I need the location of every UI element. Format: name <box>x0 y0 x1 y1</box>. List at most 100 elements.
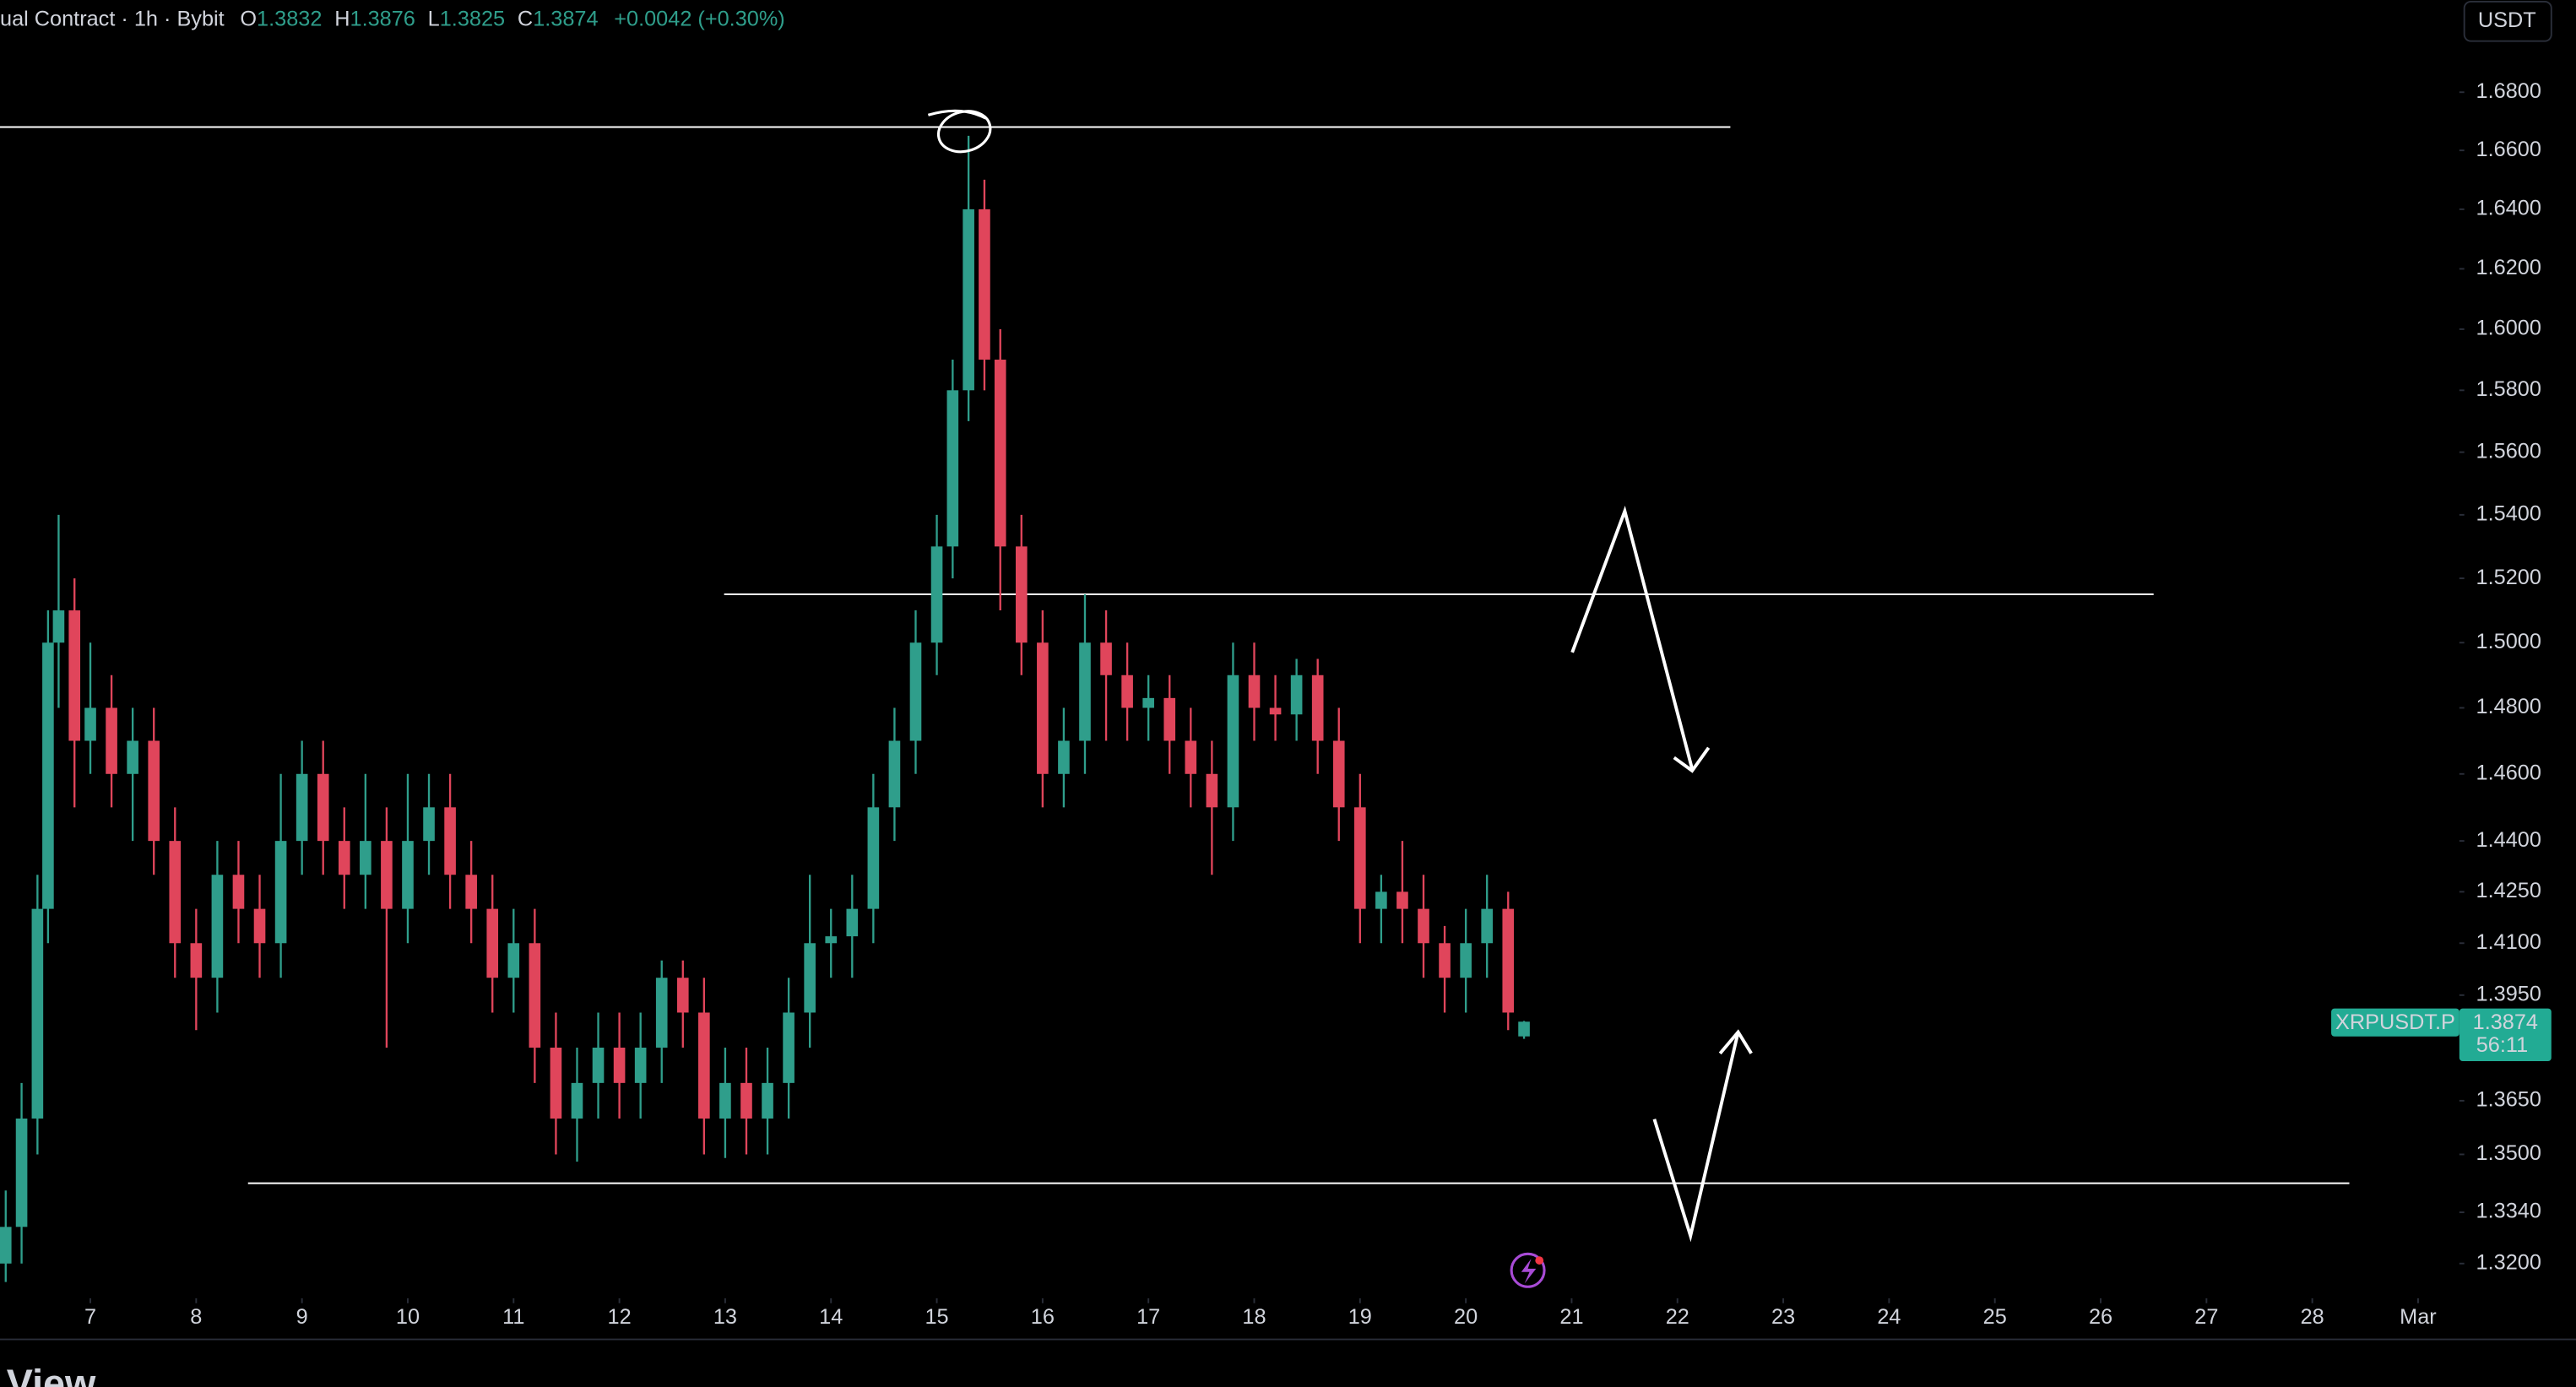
candle-body <box>1460 943 1472 978</box>
x-tick-label: 11 <box>502 1305 524 1329</box>
candle-body <box>402 841 414 909</box>
candle-body <box>1502 908 1515 1013</box>
change: +0.0042 (+0.30%) <box>614 7 784 30</box>
brand: View <box>7 1362 96 1387</box>
x-tick-label: 13 <box>713 1305 737 1329</box>
arrow-path <box>1570 505 1695 770</box>
candle-body <box>804 943 816 1013</box>
candle-body <box>1206 773 1218 808</box>
candle-body <box>1375 891 1387 909</box>
ohlc-value: 1.3832 <box>257 7 322 30</box>
x-tick-label: 9 <box>296 1305 308 1329</box>
x-tick-label: 19 <box>1348 1305 1372 1329</box>
candle-body <box>1354 807 1366 909</box>
candle-body <box>190 943 203 978</box>
y-tick-label: 1.6600 <box>2476 138 2541 161</box>
candle-body <box>592 1048 605 1083</box>
candle-body <box>1290 675 1303 715</box>
candle-body <box>719 1082 731 1119</box>
candle-body <box>381 841 393 909</box>
price-tag-value: 1.3874 <box>2473 1010 2538 1034</box>
x-tick-label: 18 <box>1242 1305 1266 1329</box>
candle-body <box>888 740 901 808</box>
candle-body <box>762 1082 773 1119</box>
x-tick-label: 26 <box>2089 1305 2112 1329</box>
y-tick-label: 1.3340 <box>2476 1200 2541 1223</box>
candle-body <box>0 1227 12 1264</box>
candle-body <box>846 908 859 937</box>
x-tick-label: 22 <box>1666 1305 1689 1329</box>
candle-body <box>1058 740 1070 774</box>
ohlc-value: 1.3825 <box>440 7 505 30</box>
candle-body <box>1269 707 1282 715</box>
ohlc-label: C <box>518 7 533 30</box>
y-tick-label: 1.5600 <box>2476 439 2541 463</box>
arrow-head <box>1718 1029 1753 1055</box>
candle-body <box>1079 642 1091 741</box>
candle-body <box>1332 740 1345 808</box>
candle-body <box>127 740 138 774</box>
price-tag-countdown: 56:11 <box>2476 1033 2528 1057</box>
candle-body <box>253 908 266 944</box>
candle-body <box>423 807 435 842</box>
y-tick-label: 1.3200 <box>2476 1250 2541 1274</box>
candle-body <box>1227 675 1239 808</box>
y-tick-label: 1.6200 <box>2476 256 2541 279</box>
candle-body <box>994 360 1006 547</box>
candle-body <box>15 1119 28 1227</box>
candle-body <box>909 642 922 741</box>
candle-body <box>42 642 54 909</box>
candle-body <box>1100 642 1112 675</box>
x-tick-label: 16 <box>1031 1305 1055 1329</box>
candle-body <box>444 807 456 875</box>
candle-body <box>68 610 81 741</box>
candle-body <box>486 908 499 978</box>
candle-body <box>1121 675 1133 708</box>
candle-body <box>1311 675 1324 741</box>
y-tick-label: 1.5400 <box>2476 502 2541 526</box>
x-tick-label: Mar <box>2400 1305 2437 1329</box>
y-tick-label: 1.5200 <box>2476 566 2541 589</box>
candle-body <box>783 1012 794 1083</box>
candle-body <box>529 943 541 1048</box>
header-legend: ual Contract · 1h · Bybit O1.3832 H1.387… <box>0 7 785 30</box>
candle-body <box>169 841 182 944</box>
candle-body <box>1163 697 1176 741</box>
y-tick-label: 1.3950 <box>2476 982 2541 1005</box>
symbol-info: ual Contract · 1h · Bybit <box>0 7 225 30</box>
y-tick-label: 1.4600 <box>2476 761 2541 784</box>
symbol-tag <box>2331 1008 2459 1037</box>
scribble-circle <box>936 110 992 154</box>
candle-body <box>106 707 117 774</box>
y-tick-label: 1.4250 <box>2476 879 2541 902</box>
event-icon[interactable] <box>1510 1252 1546 1288</box>
x-tick-label: 28 <box>2301 1305 2324 1329</box>
currency-button-label: USDT <box>2478 8 2536 32</box>
candle-body <box>31 908 44 1119</box>
plot-area <box>0 126 2350 1282</box>
y-tick-label: 1.5000 <box>2476 630 2541 653</box>
x-tick-label: 17 <box>1136 1305 1160 1329</box>
candle-body <box>550 1048 562 1119</box>
x-tick-label: 14 <box>819 1305 843 1329</box>
candle-body <box>1185 740 1197 774</box>
x-tick-label: 24 <box>1877 1305 1901 1329</box>
x-tick-label: 25 <box>1983 1305 2007 1329</box>
x-tick-label: 20 <box>1454 1305 1478 1329</box>
candle-body <box>465 875 477 909</box>
candle-body <box>1037 642 1049 774</box>
y-tick-label: 1.4100 <box>2476 930 2541 954</box>
candle-body <box>825 936 838 944</box>
event-icon-dot <box>1535 1256 1544 1265</box>
x-tick-label: 10 <box>396 1305 420 1329</box>
candle-body <box>84 707 96 741</box>
ohlc-value: 1.3876 <box>350 7 415 30</box>
y-tick-label: 1.6000 <box>2476 317 2541 340</box>
y-tick-label: 1.5800 <box>2476 377 2541 401</box>
currency-button[interactable] <box>2463 0 2552 42</box>
candle-body <box>1142 697 1154 708</box>
x-tick-label: 12 <box>608 1305 632 1329</box>
candle-body <box>296 773 308 842</box>
candle-body <box>1439 943 1451 978</box>
